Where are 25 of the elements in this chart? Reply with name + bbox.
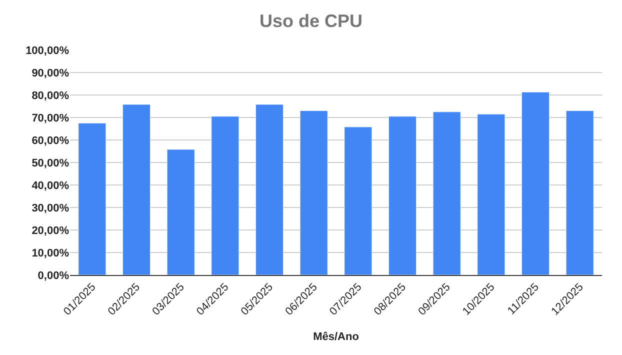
- y-tick-label: 60,00%: [32, 134, 70, 147]
- bar: [388, 116, 416, 275]
- y-tick-label: 70,00%: [32, 112, 70, 124]
- y-tick-label: 50,00%: [32, 157, 70, 170]
- y-tick-label: 10,00%: [32, 247, 70, 260]
- bar: [432, 112, 461, 275]
- y-tick-label: 40,00%: [32, 180, 70, 192]
- bar: [344, 126, 372, 275]
- y-tick-label: 80,00%: [32, 90, 70, 102]
- y-tick-label: 30,00%: [32, 202, 70, 214]
- chart-title: Uso de CPU: [259, 10, 363, 31]
- bar: [256, 104, 284, 275]
- bar: [166, 149, 195, 275]
- y-tick-label: 100,00%: [26, 44, 70, 57]
- bar: [122, 104, 150, 275]
- bar: [300, 110, 328, 275]
- bar: [522, 92, 550, 275]
- y-tick-label: 90,00%: [32, 67, 70, 80]
- bar: [477, 114, 506, 275]
- bar: [78, 122, 106, 275]
- bar: [211, 116, 240, 275]
- y-tick-label: 20,00%: [32, 224, 70, 237]
- bar: [566, 110, 594, 275]
- y-tick-label: 0,00%: [38, 270, 70, 282]
- x-axis-title: Mês/Ano: [313, 331, 360, 344]
